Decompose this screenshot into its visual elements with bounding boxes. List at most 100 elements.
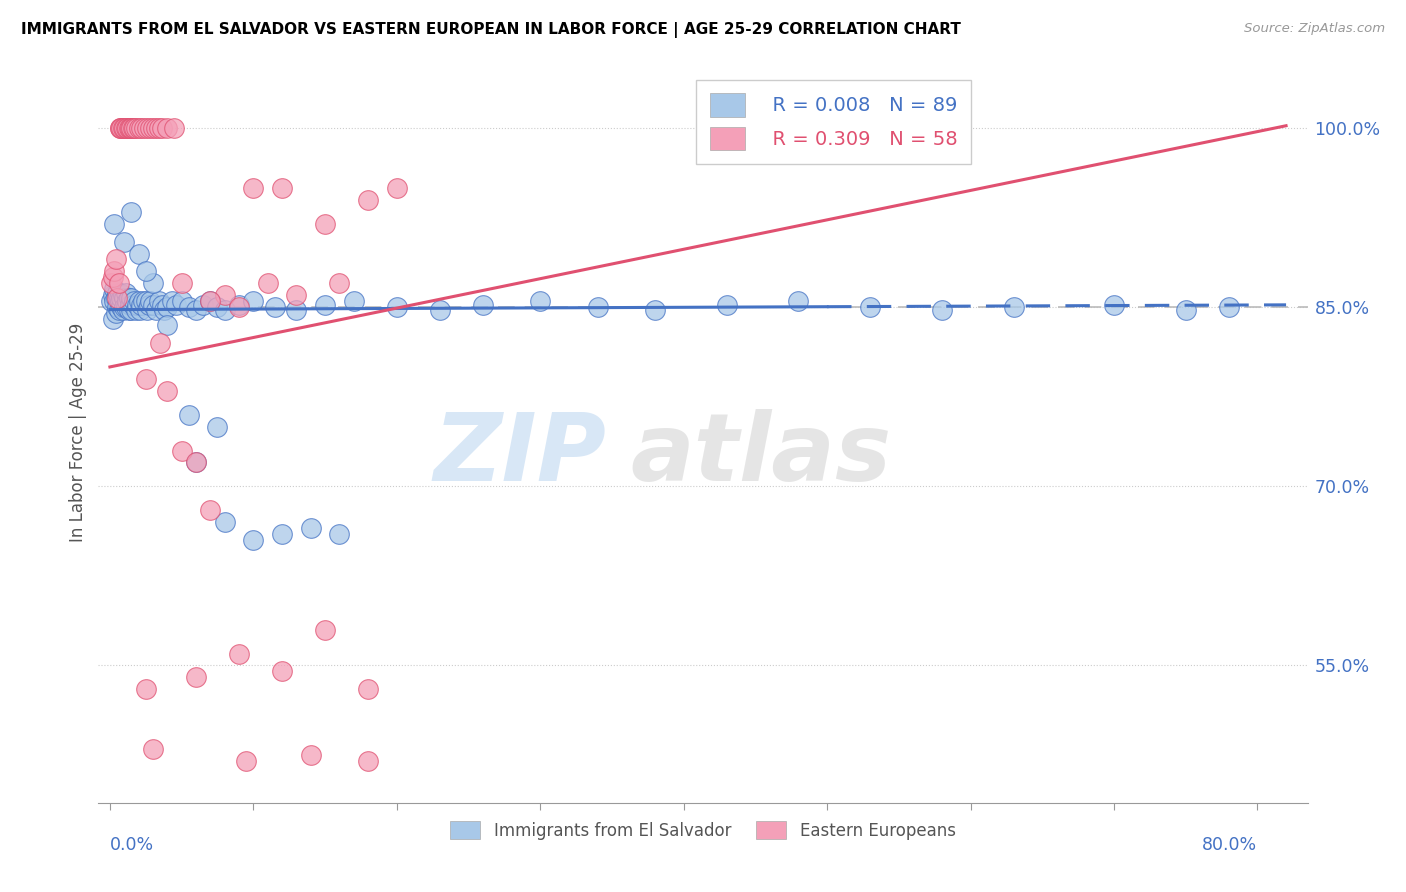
Point bbox=[125, 302, 148, 317]
Point bbox=[644, 302, 666, 317]
Point bbox=[170, 294, 193, 309]
Point bbox=[114, 300, 136, 314]
Point bbox=[314, 623, 336, 637]
Point bbox=[124, 121, 146, 136]
Point bbox=[859, 300, 882, 314]
Point bbox=[107, 302, 129, 317]
Text: 80.0%: 80.0% bbox=[1202, 836, 1257, 855]
Point bbox=[357, 754, 380, 768]
Point bbox=[160, 294, 183, 309]
Point bbox=[104, 291, 127, 305]
Point bbox=[107, 277, 129, 291]
Point bbox=[125, 121, 148, 136]
Point bbox=[1002, 300, 1025, 314]
Legend: Immigrants from El Salvador, Eastern Europeans: Immigrants from El Salvador, Eastern Eur… bbox=[444, 814, 962, 847]
Point bbox=[108, 294, 131, 309]
Point bbox=[120, 302, 142, 317]
Point bbox=[111, 302, 134, 317]
Point bbox=[135, 264, 157, 278]
Point bbox=[105, 285, 128, 300]
Text: IMMIGRANTS FROM EL SALVADOR VS EASTERN EUROPEAN IN LABOR FORCE | AGE 25-29 CORRE: IMMIGRANTS FROM EL SALVADOR VS EASTERN E… bbox=[21, 22, 960, 38]
Point bbox=[131, 121, 153, 136]
Text: ZIP: ZIP bbox=[433, 409, 606, 500]
Point bbox=[191, 298, 214, 312]
Point bbox=[156, 318, 179, 333]
Point bbox=[184, 455, 207, 469]
Point bbox=[110, 291, 132, 305]
Point bbox=[256, 277, 278, 291]
Point bbox=[120, 291, 142, 305]
Point bbox=[153, 302, 176, 317]
Point bbox=[121, 298, 143, 312]
Point bbox=[100, 277, 122, 291]
Point bbox=[148, 294, 170, 309]
Point bbox=[128, 246, 150, 260]
Point bbox=[299, 747, 322, 762]
Point bbox=[271, 181, 294, 195]
Point bbox=[138, 298, 160, 312]
Point bbox=[103, 294, 125, 309]
Point bbox=[271, 665, 294, 679]
Point bbox=[314, 217, 336, 231]
Point bbox=[235, 754, 257, 768]
Point bbox=[103, 264, 125, 278]
Point bbox=[1174, 302, 1197, 317]
Point bbox=[118, 298, 141, 312]
Point bbox=[716, 298, 738, 312]
Point bbox=[149, 336, 172, 351]
Point bbox=[200, 294, 222, 309]
Point bbox=[214, 288, 236, 302]
Point bbox=[142, 277, 165, 291]
Point bbox=[150, 298, 173, 312]
Point bbox=[142, 742, 165, 756]
Point bbox=[108, 121, 131, 136]
Point bbox=[142, 298, 165, 312]
Point bbox=[343, 294, 366, 309]
Point bbox=[177, 408, 200, 422]
Point bbox=[136, 121, 159, 136]
Point bbox=[121, 121, 143, 136]
Point bbox=[131, 298, 153, 312]
Point bbox=[529, 294, 551, 309]
Text: atlas: atlas bbox=[630, 409, 891, 500]
Point bbox=[357, 682, 380, 697]
Point bbox=[156, 121, 179, 136]
Point bbox=[139, 121, 162, 136]
Point bbox=[328, 527, 350, 541]
Point bbox=[357, 193, 380, 207]
Point bbox=[207, 419, 229, 434]
Point bbox=[471, 298, 494, 312]
Point bbox=[170, 443, 193, 458]
Point bbox=[108, 285, 131, 300]
Point bbox=[124, 294, 146, 309]
Point bbox=[117, 291, 139, 305]
Point bbox=[103, 217, 125, 231]
Point bbox=[115, 121, 138, 136]
Point bbox=[135, 294, 157, 309]
Point bbox=[134, 121, 156, 136]
Y-axis label: In Labor Force | Age 25-29: In Labor Force | Age 25-29 bbox=[69, 323, 87, 542]
Point bbox=[328, 277, 350, 291]
Point bbox=[110, 300, 132, 314]
Point bbox=[184, 455, 207, 469]
Point bbox=[139, 294, 162, 309]
Text: 0.0%: 0.0% bbox=[110, 836, 155, 855]
Point bbox=[271, 527, 294, 541]
Point bbox=[104, 306, 127, 320]
Point bbox=[118, 121, 141, 136]
Point bbox=[163, 121, 186, 136]
Point bbox=[105, 300, 128, 314]
Point bbox=[132, 294, 155, 309]
Point bbox=[145, 121, 167, 136]
Point bbox=[117, 121, 139, 136]
Point bbox=[112, 291, 135, 305]
Point bbox=[184, 302, 207, 317]
Point bbox=[115, 294, 138, 309]
Point bbox=[142, 121, 165, 136]
Point bbox=[112, 121, 135, 136]
Point bbox=[177, 300, 200, 314]
Point bbox=[242, 181, 264, 195]
Point bbox=[111, 288, 134, 302]
Point bbox=[117, 302, 139, 317]
Point bbox=[101, 312, 124, 326]
